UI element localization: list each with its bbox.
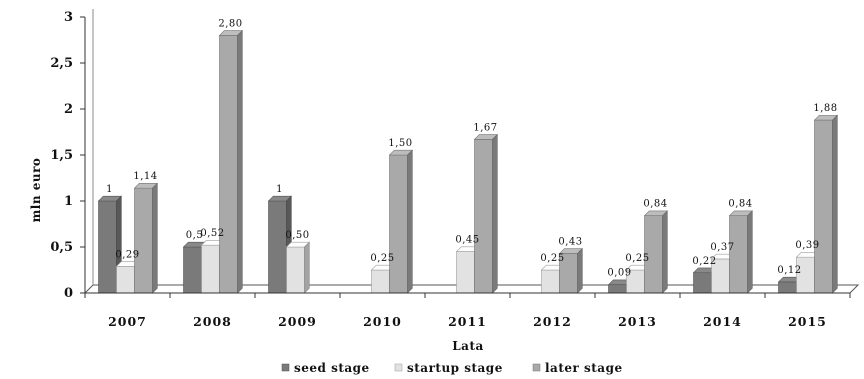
legend-label: later stage bbox=[545, 361, 623, 375]
data-label: 0,12 bbox=[777, 265, 801, 276]
bar-side bbox=[492, 133, 498, 294]
bar-side bbox=[747, 210, 753, 294]
bars bbox=[97, 29, 839, 294]
bar-front bbox=[456, 251, 475, 294]
x-tick-label: 2013 bbox=[618, 314, 657, 329]
data-label: 0,25 bbox=[540, 253, 564, 264]
x-tick-label: 2012 bbox=[533, 314, 572, 329]
data-label: 0,5 bbox=[186, 230, 203, 241]
bar-later-stage-2007 bbox=[133, 182, 159, 294]
bar-later-stage-2013 bbox=[643, 210, 669, 294]
bar-side bbox=[237, 29, 243, 294]
bar-front bbox=[219, 35, 238, 294]
data-label: 0,25 bbox=[370, 253, 394, 264]
bar-front bbox=[541, 269, 560, 294]
bar-side bbox=[662, 210, 668, 294]
legend-swatch bbox=[281, 363, 290, 372]
data-label: 0,37 bbox=[710, 242, 734, 253]
x-tick-label: 2010 bbox=[363, 314, 402, 329]
data-label: 1 bbox=[276, 184, 283, 195]
data-label: 2,80 bbox=[218, 18, 242, 29]
data-label: 0,84 bbox=[728, 199, 752, 210]
bar-front bbox=[693, 272, 712, 294]
data-label: 0,09 bbox=[607, 268, 631, 279]
data-label: 1,14 bbox=[133, 171, 157, 182]
x-tick-label: 2009 bbox=[278, 314, 317, 329]
x-axis-title: Lata bbox=[452, 339, 484, 353]
legend-item-startup-stage: startup stage bbox=[394, 361, 503, 375]
y-tick-label: 1,5 bbox=[50, 148, 73, 163]
legend-item-seed-stage: seed stage bbox=[281, 361, 370, 375]
bar-later-stage-2015 bbox=[813, 114, 839, 294]
legend-label: seed stage bbox=[294, 361, 370, 375]
bar-startup-stage-2009 bbox=[285, 241, 311, 294]
bar-front bbox=[474, 139, 493, 294]
bar-front bbox=[371, 269, 390, 294]
y-axis-title: mln euro bbox=[29, 158, 43, 223]
bar-front bbox=[729, 215, 748, 294]
legend: seed stage startup stage later stage bbox=[281, 361, 623, 375]
data-label: 0,29 bbox=[115, 249, 139, 260]
x-tick-label: 2015 bbox=[788, 314, 827, 329]
bar-front bbox=[134, 187, 153, 294]
bar-front bbox=[814, 119, 833, 294]
y-tick-label: 1 bbox=[64, 194, 73, 209]
bar-front bbox=[98, 200, 117, 294]
data-label: 1,50 bbox=[388, 138, 412, 149]
bar-front bbox=[201, 244, 220, 294]
x-tick-label: 2011 bbox=[448, 314, 487, 329]
data-label: 0,25 bbox=[625, 253, 649, 264]
bar-front bbox=[183, 246, 202, 294]
y-axis: 0 0,5 1 1,5 2 2,5 3 bbox=[50, 10, 86, 301]
y-tick-label: 3 bbox=[64, 10, 73, 25]
bar-front bbox=[268, 200, 287, 294]
bar-later-stage-2008 bbox=[218, 29, 244, 294]
x-tick-label: 2008 bbox=[193, 314, 232, 329]
data-label: 0,50 bbox=[285, 230, 309, 241]
x-tick-label: 2014 bbox=[703, 314, 742, 329]
bar-front bbox=[286, 246, 305, 294]
x-axis: 2007 2008 2009 2010 2011 2012 2013 2014 2015 bbox=[84, 292, 851, 329]
bar-later-stage-2010 bbox=[388, 149, 414, 294]
bar-front bbox=[778, 281, 797, 294]
bar-front bbox=[116, 266, 135, 294]
legend-swatch bbox=[394, 363, 403, 372]
bar-later-stage-2014 bbox=[728, 210, 754, 294]
data-label: 1,88 bbox=[813, 103, 837, 114]
x-tick-label: 2007 bbox=[108, 314, 147, 329]
data-label: 0,45 bbox=[455, 235, 479, 246]
bar-side bbox=[304, 241, 310, 294]
data-label: 0,39 bbox=[795, 240, 819, 251]
bar-front bbox=[389, 154, 408, 294]
legend-swatch bbox=[532, 363, 541, 372]
data-labels: 1 0,29 1,14 0,50,52 2,80 1 0,50 0,25 1,50 0,45 1,6… bbox=[106, 18, 837, 279]
bar-later-stage-2012 bbox=[558, 247, 584, 294]
y-tick-label: 0,5 bbox=[50, 240, 73, 255]
y-tick-label: 2,5 bbox=[50, 56, 73, 71]
y-tick-label: 2 bbox=[64, 102, 73, 117]
data-label: 0,52 bbox=[200, 228, 224, 239]
bar-side bbox=[407, 149, 413, 294]
data-label: 0,84 bbox=[643, 199, 667, 210]
y-tick-label: 0 bbox=[64, 286, 73, 301]
data-label: 1,67 bbox=[473, 122, 497, 133]
bar-front bbox=[608, 284, 627, 294]
bar-side bbox=[577, 247, 583, 294]
legend-label: startup stage bbox=[407, 361, 503, 375]
legend-item-later-stage: later stage bbox=[532, 361, 623, 375]
data-label: 1 bbox=[106, 184, 113, 195]
data-label: 0,22 bbox=[692, 256, 716, 267]
data-label: 0,43 bbox=[558, 236, 582, 247]
bar-side bbox=[152, 182, 158, 294]
bar-side bbox=[832, 114, 838, 294]
bar-later-stage-2011 bbox=[473, 133, 499, 294]
